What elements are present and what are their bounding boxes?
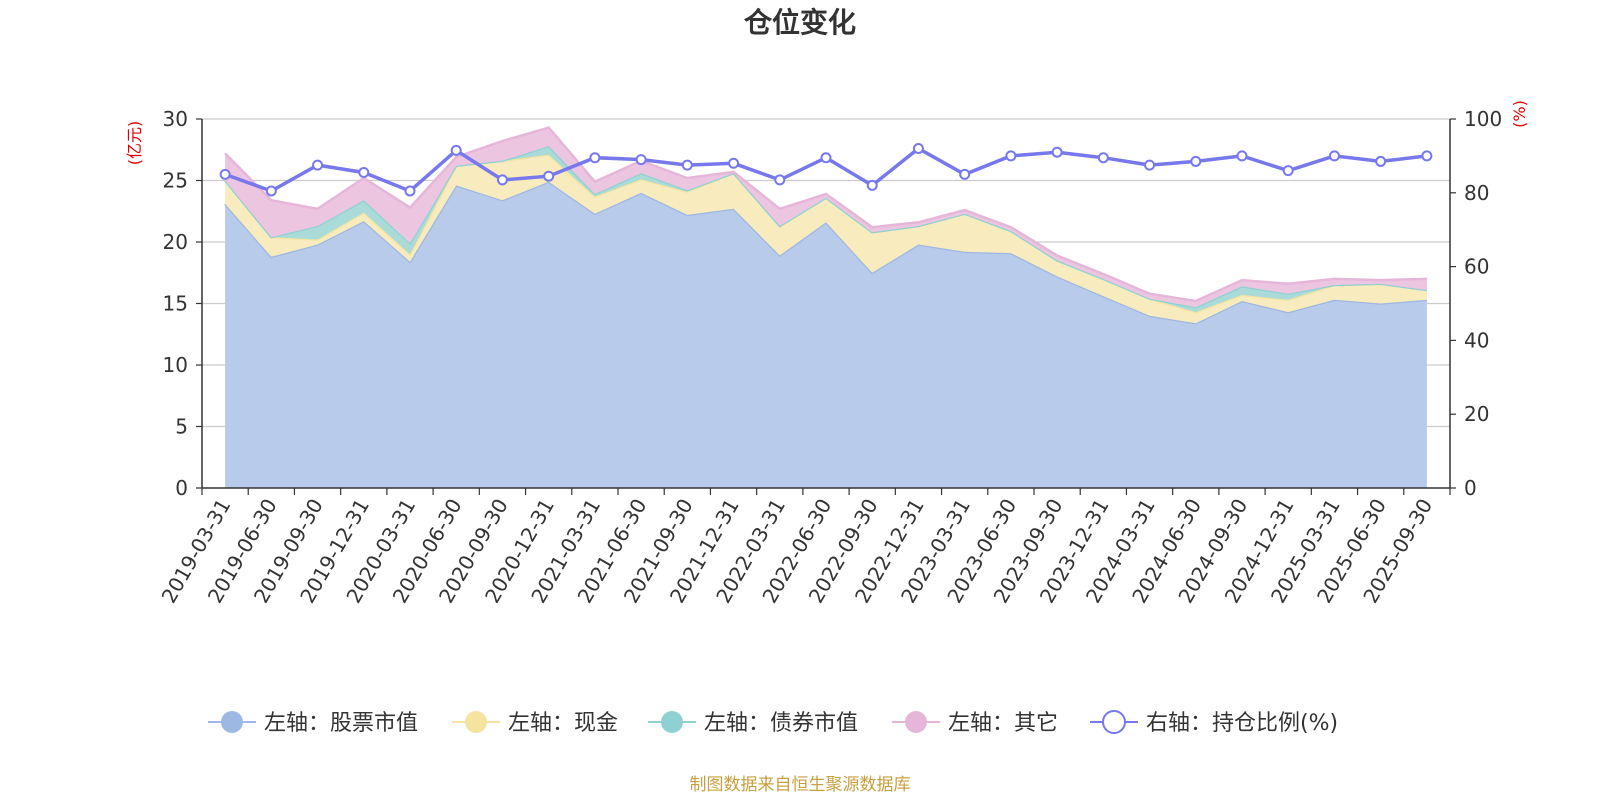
source-note: 制图数据来自恒生聚源数据库 bbox=[690, 775, 911, 795]
legend-label: 左轴：债券市值 bbox=[704, 711, 858, 736]
ratio-point bbox=[1236, 150, 1248, 162]
right-axis-unit: (%) bbox=[1510, 100, 1529, 128]
ratio-point bbox=[404, 185, 416, 197]
right-axis-tick-label: 80 bbox=[1464, 181, 1489, 205]
left-axis-tick-label: 25 bbox=[163, 169, 188, 193]
ratio-point bbox=[728, 157, 740, 169]
ratio-point bbox=[1328, 150, 1340, 162]
ratio-point bbox=[820, 152, 832, 164]
ratio-point bbox=[543, 170, 555, 182]
legend-swatch-marker bbox=[221, 711, 243, 733]
area-4-line bbox=[224, 126, 1427, 303]
ratio-point bbox=[1051, 146, 1063, 158]
left-axis-tick-label: 30 bbox=[163, 107, 188, 131]
ratio-point bbox=[450, 144, 462, 156]
left-axis-unit: (亿元) bbox=[125, 121, 144, 166]
ratio-line-series bbox=[219, 143, 1433, 197]
area-4-fill bbox=[225, 127, 1427, 308]
area-series bbox=[224, 126, 1428, 488]
ratio-point bbox=[589, 152, 601, 164]
ratio-point bbox=[219, 168, 231, 180]
right-axis-tick-label: 40 bbox=[1464, 328, 1489, 352]
right-axis-tick-label: 20 bbox=[1464, 402, 1489, 426]
right-axis-tick-label: 0 bbox=[1464, 476, 1477, 500]
ratio-point bbox=[866, 179, 878, 191]
ratio-point bbox=[265, 185, 277, 197]
chart-title: 仓位变化 bbox=[744, 6, 856, 39]
ratio-point bbox=[1375, 155, 1387, 167]
ratio-point bbox=[681, 159, 693, 171]
left-axis-tick-label: 20 bbox=[163, 230, 188, 254]
left-axis-tick-label: 10 bbox=[163, 353, 188, 377]
ratio-point bbox=[912, 143, 924, 155]
legend-swatch-marker bbox=[661, 711, 683, 733]
ratio-point bbox=[635, 154, 647, 166]
legend-label: 左轴：现金 bbox=[508, 711, 618, 736]
ratio-point bbox=[1144, 159, 1156, 171]
ratio-point bbox=[496, 174, 508, 186]
ratio-point bbox=[1282, 165, 1294, 177]
legend-swatch-marker bbox=[1102, 710, 1126, 734]
right-axis-tick-label: 100 bbox=[1464, 107, 1502, 131]
legend-swatch-marker bbox=[905, 711, 927, 733]
right-axis-tick-label: 60 bbox=[1464, 255, 1489, 279]
legend-swatch-marker bbox=[465, 711, 487, 733]
legend-label: 右轴：持仓比例(%) bbox=[1146, 711, 1338, 736]
ratio-point bbox=[312, 159, 324, 171]
legend-label: 左轴：其它 bbox=[948, 711, 1058, 736]
legend-label: 左轴：股票市值 bbox=[264, 711, 418, 736]
ratio-point bbox=[358, 167, 370, 179]
left-axis-tick-label: 5 bbox=[175, 415, 188, 439]
area-2-fill bbox=[225, 154, 1427, 324]
area-1-fill bbox=[225, 181, 1427, 488]
ratio-point bbox=[1097, 152, 1109, 164]
ratio-point bbox=[1005, 150, 1017, 162]
left-axis-tick-label: 15 bbox=[163, 292, 188, 316]
ratio-point bbox=[959, 168, 971, 180]
ratio-point bbox=[1190, 155, 1202, 167]
ratio-point bbox=[774, 174, 786, 186]
left-axis-tick-label: 0 bbox=[175, 476, 188, 500]
legend: 左轴：股票市值 左轴：现金 左轴：债券市值 左轴：其它 右轴：持仓比例(%) bbox=[208, 710, 1338, 736]
ratio-point bbox=[1421, 150, 1433, 162]
